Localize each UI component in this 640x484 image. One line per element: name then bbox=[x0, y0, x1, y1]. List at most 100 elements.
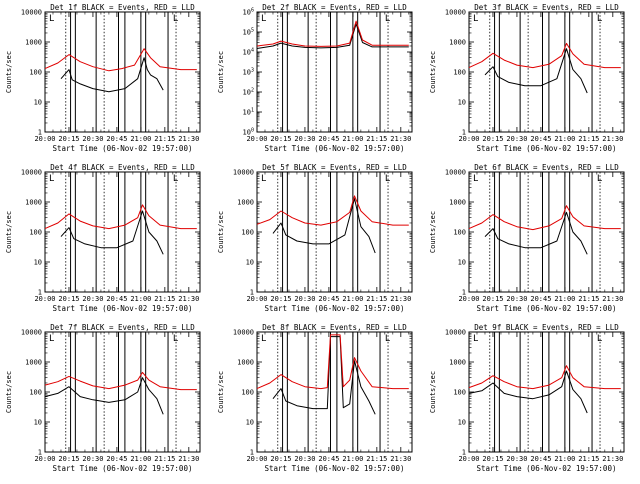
panel-8-ylabel: Counts/sec bbox=[217, 371, 225, 413]
panel-3-xtick-label: 20:00 bbox=[458, 135, 479, 143]
panel-9-xtick-label: 20:15 bbox=[482, 455, 503, 463]
panel-1-bracket-label-right: L bbox=[173, 14, 178, 24]
panel-7-xtick-label: 20:30 bbox=[82, 455, 103, 463]
panel-9-xtick-label: 20:45 bbox=[530, 455, 551, 463]
panel-2-ytick-label: 106 bbox=[243, 8, 254, 17]
panel-3-ytick-label: 10000 bbox=[445, 9, 466, 17]
panel-9-frame bbox=[468, 331, 625, 453]
panel-1-series-events-line bbox=[60, 57, 164, 93]
panel-5-ytick-label: 10000 bbox=[233, 169, 254, 177]
panel-1-ytick-label: 1 bbox=[38, 129, 42, 137]
panel-9-ytick-label: 10 bbox=[458, 419, 466, 427]
panel-7-ytick-label: 1000 bbox=[25, 359, 42, 367]
panel-9-ylabel: Counts/sec bbox=[429, 371, 437, 413]
panel-8-ytick-label: 1 bbox=[250, 449, 254, 457]
panel-3-ytick-label: 1 bbox=[462, 129, 466, 137]
panel-7-xtick-label: 20:45 bbox=[106, 455, 127, 463]
panel-9-xtick-label: 21:30 bbox=[602, 455, 623, 463]
panel-6-title: Det 6f BLACK = Events, RED = LLD bbox=[474, 163, 619, 172]
panel-9-xlabel: Start Time (06-Nov-02 19:57:00) bbox=[477, 464, 617, 473]
panel-2-xtick-label: 20:30 bbox=[294, 135, 315, 143]
panel-7-bracket-label-right: L bbox=[173, 334, 178, 344]
panel-2-bracket-label-right: L bbox=[385, 14, 390, 24]
panel-3-ylabel: Counts/sec bbox=[429, 51, 437, 93]
panel-9-ytick-label: 1000 bbox=[449, 359, 466, 367]
panel-9-xtick-label: 21:00 bbox=[554, 455, 575, 463]
panel-5-ytick-label: 1 bbox=[250, 289, 254, 297]
panel-4-xtick-label: 21:30 bbox=[178, 295, 199, 303]
panel-7-series-lld-line bbox=[44, 371, 197, 391]
panel-4-xtick-label: 20:45 bbox=[106, 295, 127, 303]
panel-3-series-events-line bbox=[484, 48, 588, 94]
panel-1-frame bbox=[44, 11, 201, 133]
panel-4-ytick-label: 1 bbox=[38, 289, 42, 297]
panel-6-ytick-label: 1000 bbox=[449, 199, 466, 207]
panel-5-xtick-label: 21:15 bbox=[366, 295, 387, 303]
panel-7-ylabel: Counts/sec bbox=[5, 371, 13, 413]
panel-2-bracket-label-left: L bbox=[261, 14, 266, 24]
panel-3-title: Det 3f BLACK = Events, RED = LLD bbox=[474, 3, 619, 12]
panel-3-series-lld-line bbox=[468, 42, 621, 69]
panel-3-ytick-label: 10 bbox=[458, 99, 466, 107]
panel-2-ytick-label: 105 bbox=[243, 28, 254, 37]
panel-5-frame bbox=[256, 171, 413, 293]
panel-1-series-lld-line bbox=[44, 48, 197, 72]
panel-7-xtick-label: 20:00 bbox=[34, 455, 55, 463]
panel-8-xtick-label: 20:00 bbox=[246, 455, 267, 463]
panel-9-ytick-label: 10000 bbox=[445, 329, 466, 337]
panel-6-ytick-label: 10 bbox=[458, 259, 466, 267]
panel-4-xtick-label: 20:00 bbox=[34, 295, 55, 303]
panel-3-xtick-label: 20:45 bbox=[530, 135, 551, 143]
panel-1-xtick-label: 21:00 bbox=[130, 135, 151, 143]
panel-1-ytick-label: 10000 bbox=[21, 9, 42, 17]
panel-6-xlabel: Start Time (06-Nov-02 19:57:00) bbox=[477, 304, 617, 313]
panel-8-ytick-label: 10000 bbox=[233, 329, 254, 337]
panel-5-bracket-label-left: L bbox=[261, 174, 266, 184]
panel-6-xtick-label: 20:30 bbox=[506, 295, 527, 303]
panel-2-ytick-label: 104 bbox=[243, 48, 254, 57]
panel-8-xtick-label: 21:00 bbox=[342, 455, 363, 463]
panel-8-ytick-label: 10 bbox=[246, 419, 254, 427]
panel-5-series-lld-line bbox=[256, 195, 409, 226]
panel-2-xtick-label: 21:30 bbox=[390, 135, 411, 143]
panel-4-xtick-label: 21:15 bbox=[154, 295, 175, 303]
panel-7-ytick-label: 10000 bbox=[21, 329, 42, 337]
panel-8-bracket-label-right: L bbox=[385, 334, 390, 344]
panel-4-frame bbox=[44, 171, 201, 293]
panel-6-xtick-label: 20:00 bbox=[458, 295, 479, 303]
panel-8-xtick-label: 21:15 bbox=[366, 455, 387, 463]
panel-6-series-events-line bbox=[484, 211, 588, 255]
panel-8-xtick-label: 20:15 bbox=[270, 455, 291, 463]
panel-8-xtick-label: 20:45 bbox=[318, 455, 339, 463]
panel-4-xtick-label: 21:00 bbox=[130, 295, 151, 303]
panel-1-xtick-label: 20:30 bbox=[82, 135, 103, 143]
panel-6-xtick-label: 21:30 bbox=[602, 295, 623, 303]
panel-9-xtick-label: 20:30 bbox=[506, 455, 527, 463]
panel-2-ytick-label: 101 bbox=[243, 108, 254, 117]
panel-8-bracket-label-left: L bbox=[261, 334, 266, 344]
panel-7-series-events-line bbox=[44, 377, 164, 415]
panel-9-xtick-label: 20:00 bbox=[458, 455, 479, 463]
panel-8-xtick-label: 21:30 bbox=[390, 455, 411, 463]
panel-5-series-events-line bbox=[272, 198, 376, 254]
panel-1-xtick-label: 20:45 bbox=[106, 135, 127, 143]
panel-4-series-events-line bbox=[60, 210, 164, 255]
panel-5-xtick-label: 20:00 bbox=[246, 295, 267, 303]
panel-9-bracket-label-left: L bbox=[473, 334, 478, 344]
panel-6-ylabel: Counts/sec bbox=[429, 211, 437, 253]
panel-3-xtick-label: 20:15 bbox=[482, 135, 503, 143]
panel-9-xtick-label: 21:15 bbox=[578, 455, 599, 463]
panel-4-bracket-label-right: L bbox=[173, 174, 178, 184]
panel-8-ytick-label: 1000 bbox=[237, 359, 254, 367]
panel-7-xtick-label: 21:30 bbox=[178, 455, 199, 463]
panel-3-xtick-label: 21:00 bbox=[554, 135, 575, 143]
panel-2-xlabel: Start Time (06-Nov-02 19:57:00) bbox=[265, 144, 405, 153]
panel-4-ylabel: Counts/sec bbox=[5, 211, 13, 253]
panel-5-ytick-label: 10 bbox=[246, 259, 254, 267]
panel-4-xtick-label: 20:15 bbox=[58, 295, 79, 303]
panel-6-series-lld-line bbox=[468, 205, 621, 231]
panel-6-xtick-label: 20:15 bbox=[482, 295, 503, 303]
panel-4-title: Det 4f BLACK = Events, RED = LLD bbox=[50, 163, 195, 172]
